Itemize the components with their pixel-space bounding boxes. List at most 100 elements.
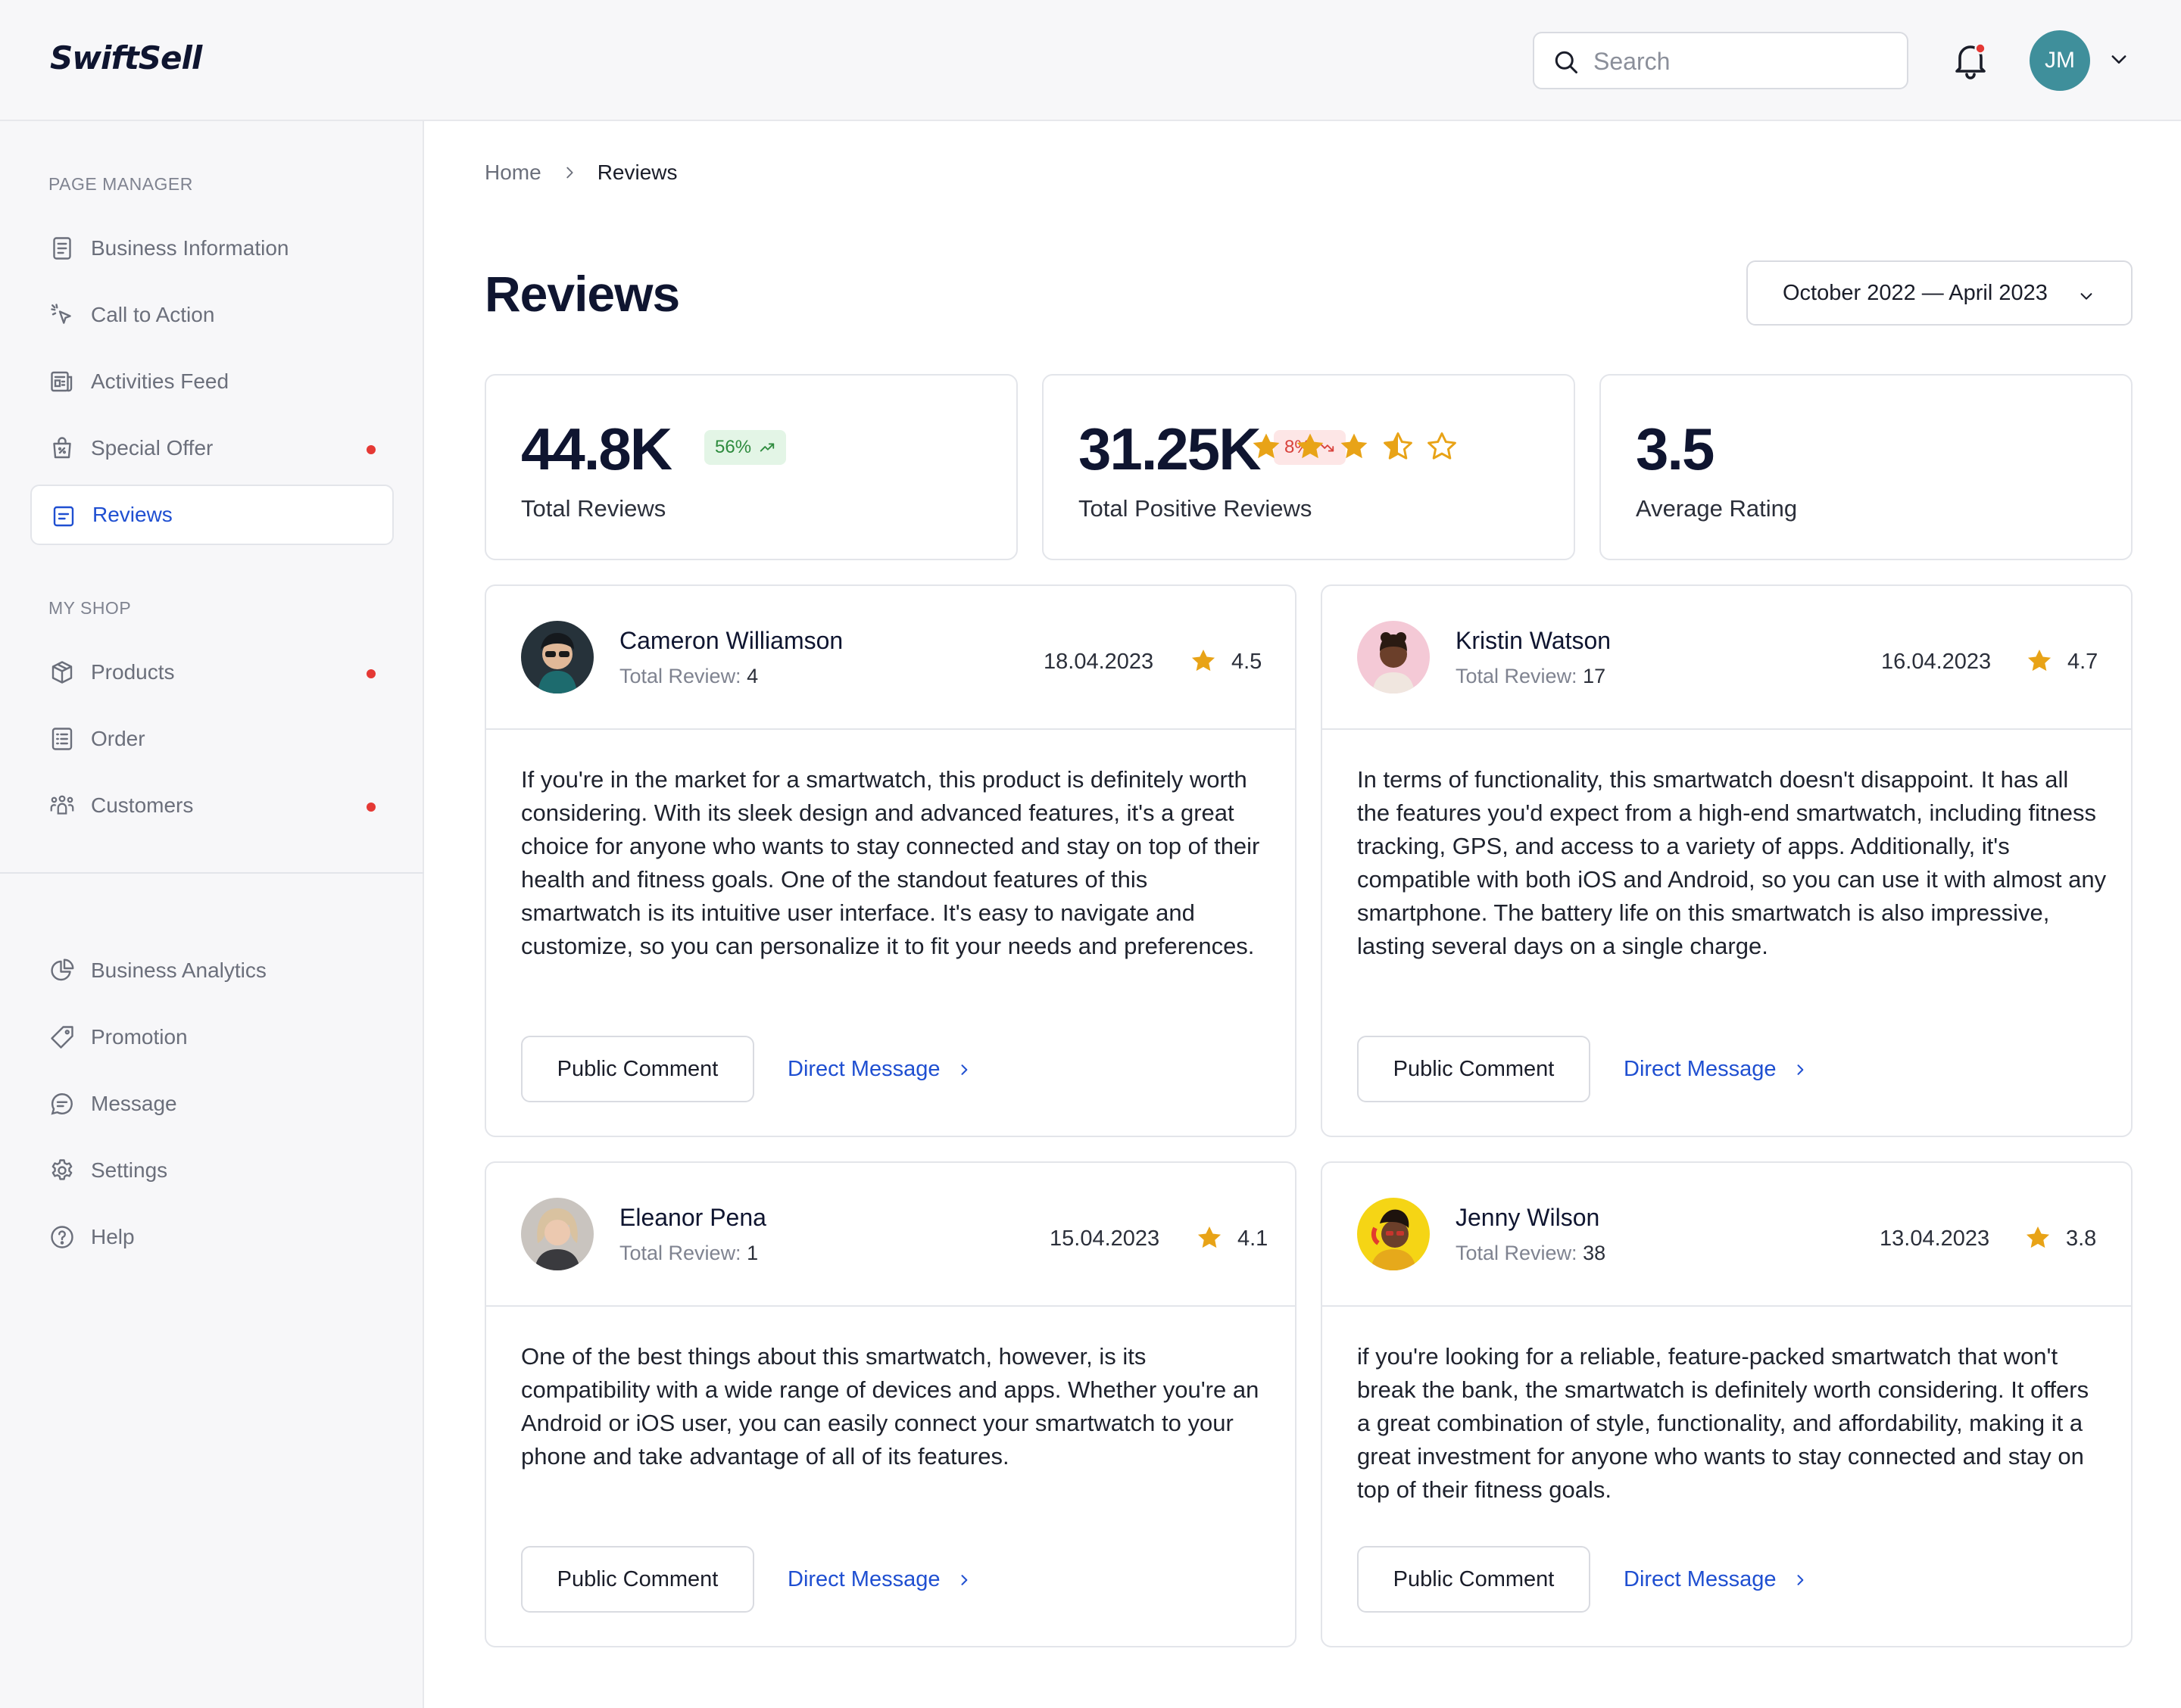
- sidebar-item-label: Help: [91, 1225, 135, 1248]
- star-half-icon: [1384, 432, 1412, 460]
- review-card: Cameron Williamson Total Review: 4 18.04…: [485, 584, 1296, 1137]
- star-filled-icon: [1253, 433, 1280, 459]
- star-filled-icon: [2026, 1226, 2050, 1248]
- direct-message-label: Direct Message: [788, 1567, 941, 1591]
- sidebar-item-order[interactable]: Order: [30, 709, 394, 769]
- reviewer-total-reviews: Total Review: 38: [1456, 1242, 1606, 1264]
- star-filled-icon: [2027, 649, 2052, 672]
- review-card-header: Eleanor Pena Total Review: 1 15.04.2023 …: [486, 1163, 1295, 1307]
- gear-icon: [51, 1159, 73, 1180]
- sidebar-item-reviews[interactable]: Reviews: [30, 485, 394, 545]
- direct-message-link[interactable]: Direct Message: [788, 1567, 972, 1592]
- review-card-header: Cameron Williamson Total Review: 4 18.04…: [486, 586, 1295, 730]
- review-rating: 3.8: [2066, 1226, 2097, 1251]
- review-rating: 4.7: [2067, 650, 2098, 674]
- search-icon: [1555, 51, 1577, 73]
- sidebar-item-label: Settings: [91, 1158, 168, 1182]
- review-date: 13.04.2023: [1880, 1226, 1990, 1251]
- sidebar-item-label: Business Analytics: [91, 958, 267, 982]
- breadcrumb: Home Reviews: [485, 161, 678, 185]
- date-range-label: October 2022 — April 2023: [1783, 280, 2048, 305]
- chevron-down-icon: [2080, 293, 2092, 300]
- reviewer-total-reviews: Total Review: 17: [1456, 665, 1606, 687]
- trend-up-badge: 56%: [704, 430, 787, 465]
- sidebar: PAGE MANAGER Business Information Call t…: [0, 121, 424, 1708]
- sidebar-item-settings[interactable]: Settings: [30, 1140, 394, 1201]
- cursor-click-icon: [51, 304, 71, 324]
- app-logo[interactable]: SwiftSell: [50, 39, 202, 76]
- sidebar-item-products[interactable]: Products: [30, 642, 394, 703]
- sidebar-item-activities-feed[interactable]: Activities Feed: [30, 351, 394, 412]
- sidebar-item-business-analytics[interactable]: Business Analytics: [30, 940, 394, 1001]
- chevron-right-icon: [566, 167, 573, 179]
- breadcrumb-home[interactable]: Home: [485, 161, 541, 184]
- search-input[interactable]: [1593, 44, 1896, 79]
- notification-dot: [367, 445, 376, 454]
- review-card: Eleanor Pena Total Review: 1 15.04.2023 …: [485, 1161, 1296, 1647]
- review-date: 18.04.2023: [1044, 650, 1154, 674]
- reviewer-total-reviews: Total Review: 4: [619, 665, 759, 687]
- sidebar-item-business-information[interactable]: Business Information: [30, 218, 394, 279]
- stat-label: Average Rating: [1636, 495, 1798, 522]
- sidebar-item-label: Reviews: [92, 503, 173, 526]
- pie-chart-icon: [51, 958, 74, 981]
- reviewer-name: Jenny Wilson: [1456, 1204, 1600, 1231]
- chevron-down-icon[interactable]: [2108, 48, 2130, 70]
- reviewer-name: Eleanor Pena: [619, 1204, 766, 1231]
- sidebar-item-call-to-action[interactable]: Call to Action: [30, 285, 394, 345]
- public-comment-button[interactable]: Public Comment: [521, 1036, 754, 1102]
- trend-down-icon: [1319, 443, 1334, 452]
- document-icon: [53, 237, 71, 260]
- sidebar-item-label: Activities Feed: [91, 369, 229, 393]
- stat-label: Total Reviews: [521, 495, 666, 522]
- box-icon: [51, 661, 73, 684]
- stat-value: 3.5: [1636, 416, 1715, 482]
- newspaper-icon: [51, 371, 73, 392]
- reviewer-name: Cameron Williamson: [619, 627, 844, 654]
- sidebar-item-message[interactable]: Message: [30, 1074, 394, 1134]
- page-title: Reviews: [485, 266, 680, 322]
- section-label-page-manager: PAGE MANAGER: [48, 174, 193, 194]
- notification-dot: [367, 803, 376, 812]
- sidebar-item-label: Message: [91, 1092, 177, 1115]
- reviewer-avatar: [521, 1198, 594, 1270]
- direct-message-link[interactable]: Direct Message: [1624, 1057, 1808, 1082]
- reviewer-avatar: [1357, 1198, 1430, 1270]
- sidebar-item-help[interactable]: Help: [30, 1207, 394, 1267]
- date-range-dropdown[interactable]: October 2022 — April 2023: [1746, 260, 2133, 326]
- sidebar-item-special-offer[interactable]: Special Offer: [30, 418, 394, 478]
- search-box[interactable]: [1533, 32, 1908, 89]
- sidebar-divider: [0, 872, 424, 874]
- sidebar-item-label: Promotion: [91, 1025, 188, 1049]
- notification-dot: [367, 669, 376, 678]
- chevron-right-icon: [961, 1064, 968, 1075]
- breadcrumb-current: Reviews: [597, 161, 678, 184]
- list-icon: [51, 728, 73, 750]
- chat-icon: [51, 1093, 73, 1115]
- review-date: 16.04.2023: [1881, 650, 1992, 674]
- sidebar-item-customers[interactable]: Customers: [30, 775, 394, 836]
- public-comment-button[interactable]: Public Comment: [1357, 1036, 1590, 1102]
- direct-message-link[interactable]: Direct Message: [1624, 1567, 1808, 1592]
- review-text: If you're in the market for a smartwatch…: [521, 766, 1260, 959]
- review-icon: [53, 506, 74, 527]
- public-comment-button[interactable]: Public Comment: [1357, 1546, 1590, 1613]
- user-avatar[interactable]: JM: [2030, 30, 2090, 91]
- star-filled-icon: [1197, 1226, 1222, 1248]
- star-filled-icon: [1191, 649, 1215, 672]
- review-card: Jenny Wilson Total Review: 38 13.04.2023…: [1321, 1161, 2133, 1647]
- bell-icon[interactable]: [1951, 41, 1990, 80]
- public-comment-button[interactable]: Public Comment: [521, 1546, 754, 1613]
- sidebar-item-promotion[interactable]: Promotion: [30, 1007, 394, 1068]
- tag-icon: [51, 1026, 73, 1049]
- review-text: One of the best things about this smartw…: [521, 1343, 1259, 1470]
- help-icon: [51, 1226, 73, 1248]
- review-text: In terms of functionality, this smartwat…: [1357, 766, 2107, 959]
- review-rating: 4.5: [1231, 650, 1262, 674]
- reviewer-total-reviews: Total Review: 1: [619, 1242, 759, 1264]
- stat-total-positive-reviews: 31.25K 8% Total Positive Reviews: [1042, 374, 1575, 560]
- reviewer-avatar: [1357, 621, 1430, 693]
- sidebar-item-label: Order: [91, 727, 145, 750]
- direct-message-link[interactable]: Direct Message: [788, 1057, 972, 1082]
- review-card-header: Jenny Wilson Total Review: 38 13.04.2023…: [1322, 1163, 2131, 1307]
